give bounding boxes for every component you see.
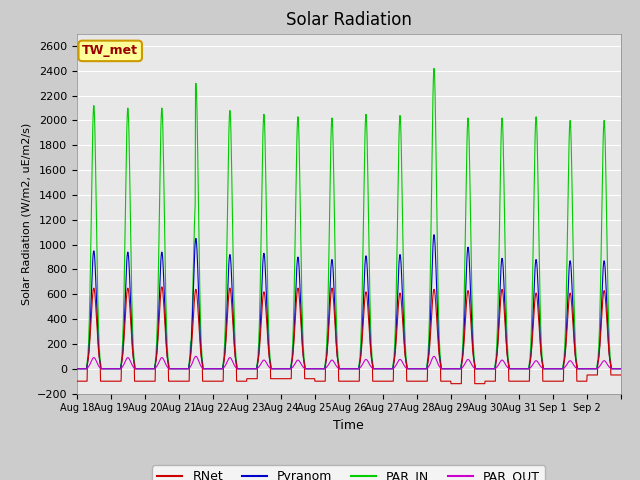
X-axis label: Time: Time bbox=[333, 419, 364, 432]
Text: TW_met: TW_met bbox=[82, 44, 138, 58]
Y-axis label: Solar Radiation (W/m2, uE/m2/s): Solar Radiation (W/m2, uE/m2/s) bbox=[21, 122, 31, 305]
Legend: RNet, Pyranom, PAR_IN, PAR_OUT: RNet, Pyranom, PAR_IN, PAR_OUT bbox=[152, 465, 545, 480]
Title: Solar Radiation: Solar Radiation bbox=[286, 11, 412, 29]
